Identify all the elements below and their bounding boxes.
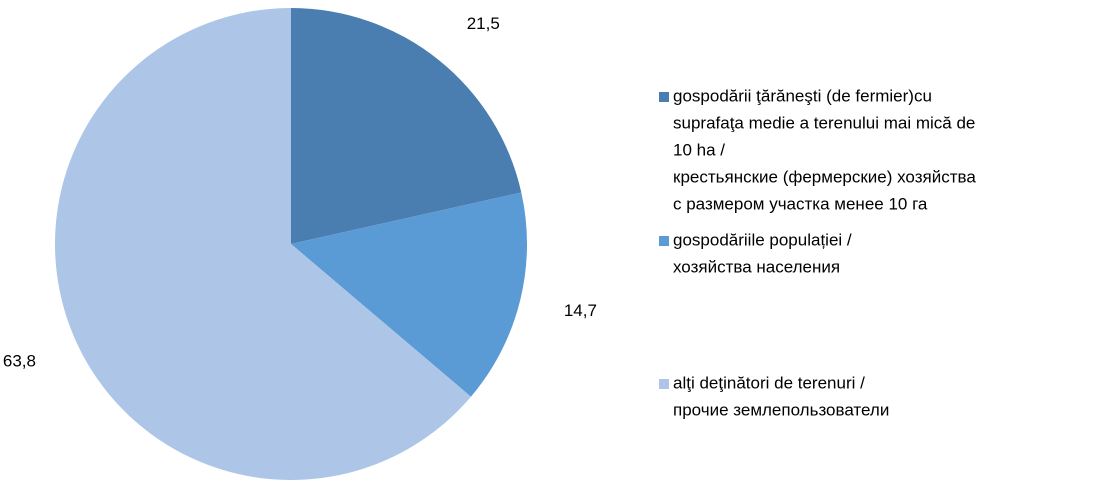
pie-slice: [54, 8, 471, 481]
data-label: 21,5: [467, 14, 500, 33]
legend-label: хозяйства населения: [673, 257, 840, 276]
legend-swatch: [659, 92, 669, 102]
legend-label: прочие землепользователи: [673, 400, 889, 419]
legend-label: suprafaţa medie a terenului mai mică de: [673, 113, 975, 132]
pie-slice: [291, 192, 527, 397]
legend-swatch: [659, 379, 669, 389]
legend-label: крестьянские (фермерские) хозяйства: [673, 167, 976, 186]
legend-swatch: [659, 236, 669, 246]
legend-label: с размером участка менее 10 га: [673, 194, 928, 213]
legend-label: alţi deţinători de terenuri /: [673, 373, 865, 392]
data-label: 63,8: [3, 352, 36, 371]
pie-slice: [291, 8, 522, 244]
legend-label: gospodăriile populației /: [673, 230, 852, 249]
legend-label: gospodării ţărăneşti (de fermier)cu: [673, 86, 932, 105]
legend-label: 10 ha /: [673, 140, 725, 159]
data-label: 14,7: [564, 301, 597, 320]
